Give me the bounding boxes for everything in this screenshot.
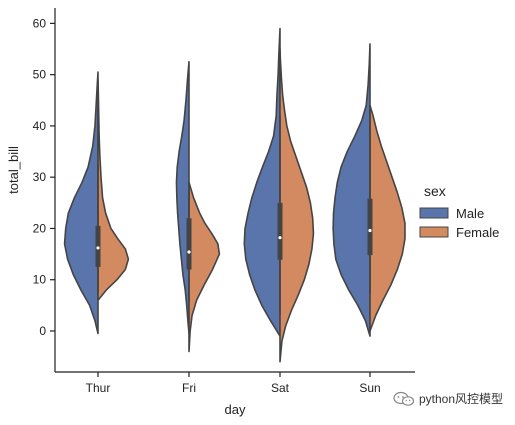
violins-layer [63,27,406,363]
legend-label-male: Male [456,206,484,221]
x-axis-label: day [225,402,246,417]
y-tick-label: 10 [33,273,47,287]
axes-layer: 0 10 20 30 40 50 60 Thur Fri Sat Sun day total_bi… [6,8,415,417]
violin-male-sun [332,43,371,337]
median-dot-fri [187,250,191,254]
x-tick-label-thur: Thur [86,381,111,395]
y-axis-label: total_bill [6,146,21,194]
y-tick-label: 60 [33,16,47,30]
legend-title: sex [424,183,446,199]
wechat-icon [393,391,415,406]
median-dot-sat [278,236,282,240]
legend-label-female: Female [456,225,499,240]
violin-male-sat [243,27,281,337]
legend: sex Male Female [419,183,499,240]
legend-swatch-male [419,207,449,219]
legend-swatch-female [419,226,449,238]
median-dot-sun [368,228,372,233]
x-ticks: Thur Fri Sat Sun [86,372,381,395]
median-dot-thur [96,246,100,250]
x-tick-label-sat: Sat [271,381,290,395]
y-tick-label: 0 [39,324,46,338]
y-tick-label: 40 [33,119,47,133]
violin-female-fri [188,181,221,353]
y-tick-label: 30 [33,170,47,184]
y-tick-label: 20 [33,221,47,235]
y-tick-label: 50 [33,68,47,82]
violin-male-thur [63,71,99,335]
violin-female-sun [369,104,406,332]
violin-female-thur [97,78,130,302]
watermark: python风控模型 [393,390,503,407]
x-tick-label-fri: Fri [182,381,196,395]
violin-male-fri [175,61,190,335]
violin-female-sat [279,48,315,363]
watermark-text: python风控模型 [418,392,503,406]
x-tick-label-sun: Sun [359,381,380,395]
inner-box-layer [95,105,373,316]
y-ticks: 0 10 20 30 40 50 60 [33,16,55,338]
